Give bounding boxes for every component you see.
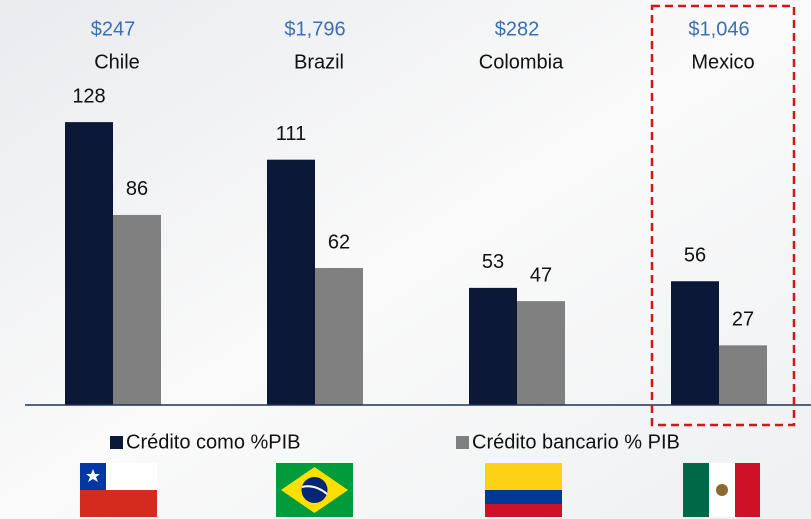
data-label: 27 <box>732 309 754 331</box>
legend-swatch <box>456 436 469 449</box>
flag-mexico <box>683 463 760 517</box>
data-label: 53 <box>482 251 504 273</box>
flag-chile <box>80 463 157 517</box>
bar <box>65 122 113 406</box>
highlight-box <box>650 4 796 427</box>
category-label: Mexico <box>691 51 754 73</box>
data-label: 56 <box>684 245 706 267</box>
bar <box>267 159 315 405</box>
legend-label: Crédito bancario % PIB <box>472 431 680 453</box>
legend-swatch <box>110 436 123 449</box>
category-label: Colombia <box>479 51 564 73</box>
bar <box>469 287 517 405</box>
flag-brazil <box>276 463 353 517</box>
legend: Crédito como %PIB Crédito bancario % PIB <box>110 431 680 453</box>
data-label: 47 <box>530 264 552 286</box>
flag-colombia <box>485 463 562 517</box>
bar <box>517 301 565 405</box>
plot-area: $247 Chile 128 86 $1,796 Brazil 111 62 $282 Colom… <box>65 18 767 406</box>
category-annotation: $1,046 <box>688 18 749 40</box>
category-label: Chile <box>94 51 140 73</box>
bar <box>671 281 719 405</box>
bar <box>113 214 161 405</box>
category-label: Brazil <box>294 51 344 73</box>
data-label: 62 <box>328 231 350 253</box>
category-annotation: $247 <box>91 18 136 40</box>
data-label: 128 <box>72 85 105 107</box>
bar <box>719 345 767 405</box>
data-label: 111 <box>276 123 306 145</box>
category-annotation: $282 <box>495 18 540 40</box>
bar <box>315 267 363 405</box>
legend-label: Crédito como %PIB <box>126 431 301 453</box>
data-label: 86 <box>126 178 148 200</box>
category-annotation: $1,796 <box>284 18 345 40</box>
